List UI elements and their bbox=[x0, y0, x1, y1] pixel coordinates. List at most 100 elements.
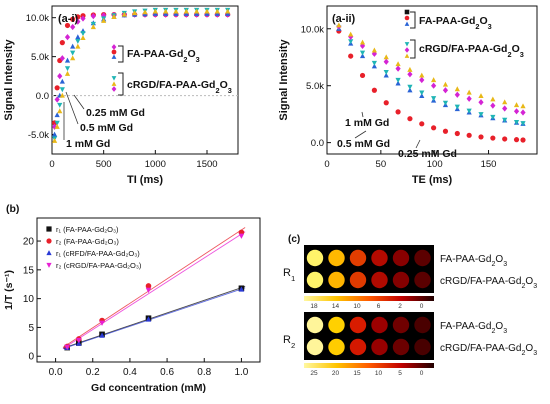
annotation-label: 0.5 mM Gd bbox=[337, 138, 390, 150]
data-point bbox=[64, 70, 71, 76]
x-axis-label: TI (ms) bbox=[127, 174, 163, 186]
label-part: 2 bbox=[522, 350, 526, 357]
phantom-well bbox=[392, 271, 410, 289]
data-point bbox=[194, 8, 200, 14]
x-tick-label: 150 bbox=[481, 159, 497, 170]
data-point bbox=[54, 120, 60, 126]
x-tick-label: 0.4 bbox=[123, 367, 137, 378]
annotation-leader bbox=[415, 139, 421, 149]
y-tick-label: -5.0k bbox=[28, 130, 49, 141]
phantom-well bbox=[328, 338, 345, 356]
legend-marker bbox=[111, 54, 117, 59]
x-tick-label: 1500 bbox=[196, 159, 217, 170]
legend-entry: r₁ (FA-PAA-Gd₂O₃) bbox=[56, 225, 119, 234]
color-scale-bar bbox=[304, 296, 434, 301]
annotation-label: 0.25 mM Gd bbox=[86, 107, 145, 119]
data-point bbox=[101, 17, 107, 23]
data-point bbox=[75, 38, 81, 44]
data-point bbox=[407, 116, 413, 122]
legend-marker bbox=[111, 81, 117, 86]
data-point bbox=[359, 50, 366, 56]
label-part: 2 bbox=[507, 50, 511, 59]
data-point bbox=[442, 87, 449, 94]
label-part: 2 bbox=[183, 55, 187, 64]
y-tick-label: 5 bbox=[28, 323, 34, 334]
label-part: 2 bbox=[492, 328, 496, 335]
phantom-well bbox=[371, 271, 388, 289]
data-point bbox=[70, 16, 76, 22]
data-point bbox=[395, 61, 401, 67]
data-point bbox=[478, 93, 484, 99]
annotation-label: 0.25 mM Gd bbox=[398, 148, 457, 160]
data-point bbox=[466, 95, 472, 102]
data-point bbox=[454, 86, 460, 92]
label-part: 2 bbox=[492, 261, 496, 268]
data-point bbox=[419, 93, 425, 99]
legend-marker bbox=[404, 15, 410, 21]
panel-a-i: 0 500 1000 1500 -5.0k 0.0 5.0k 10.0k TI (ms) Sign… bbox=[3, 5, 239, 186]
data-point bbox=[395, 77, 401, 83]
label-part: FA-PAA-Gd bbox=[127, 48, 183, 60]
color-scale-bar bbox=[304, 363, 434, 368]
data-point bbox=[383, 100, 389, 106]
scale-tick-label: 6 bbox=[377, 303, 381, 310]
data-point bbox=[54, 96, 60, 103]
scale-tick-label: 5 bbox=[398, 370, 402, 377]
data-point bbox=[371, 60, 377, 66]
plot-frame bbox=[326, 5, 538, 155]
x-axis-label: TE (ms) bbox=[412, 174, 453, 186]
data-point bbox=[383, 69, 389, 75]
data-point bbox=[225, 8, 231, 14]
data-point bbox=[359, 72, 366, 79]
phantom-well bbox=[392, 249, 410, 267]
phantom-well bbox=[306, 316, 324, 334]
scale-tick-label: 2 bbox=[398, 303, 402, 310]
y-tick-label: 5.0k bbox=[306, 81, 324, 92]
data-point bbox=[152, 8, 158, 14]
scale-tick-label: 0 bbox=[420, 303, 424, 310]
label-part: 3 bbox=[533, 350, 537, 357]
data-point bbox=[407, 84, 413, 90]
data-point bbox=[502, 117, 508, 123]
label-part: FA-PAA-Gd bbox=[419, 15, 475, 27]
x-tick-label: 100 bbox=[427, 159, 443, 170]
y-tick-label: 15 bbox=[23, 265, 35, 276]
data-point bbox=[59, 78, 65, 84]
label-part: O bbox=[525, 276, 533, 287]
data-point bbox=[75, 43, 81, 49]
x-tick-label: 0.6 bbox=[160, 367, 174, 378]
label-part: O bbox=[220, 79, 228, 91]
label-part: 3 bbox=[520, 50, 524, 59]
data-point bbox=[75, 18, 81, 25]
data-point bbox=[454, 91, 460, 98]
fit-line bbox=[62, 227, 246, 348]
fit-line bbox=[62, 286, 246, 349]
legend-entry: r₂ (FA-PAA-Gd₂O₃) bbox=[56, 237, 119, 246]
y-tick-label: 0.0 bbox=[311, 138, 324, 149]
annotation-label: 1 mM Gd bbox=[66, 138, 110, 150]
data-point bbox=[59, 40, 65, 46]
legend-marker bbox=[46, 238, 52, 244]
y-axis-label: 1/T (s⁻¹) bbox=[3, 270, 15, 310]
data-point bbox=[145, 316, 152, 322]
image-panel bbox=[304, 245, 434, 293]
data-point bbox=[395, 65, 401, 72]
label-part: O bbox=[187, 48, 195, 60]
legend-marker bbox=[111, 44, 117, 50]
label-part: FA-PAA-Gd bbox=[440, 321, 492, 332]
y-tick-label: 20 bbox=[23, 237, 35, 248]
panel-label: (a-i) bbox=[58, 13, 79, 25]
label-part: cRGD/FA-PAA-Gd bbox=[440, 343, 522, 354]
data-point bbox=[336, 22, 342, 28]
label-part: 3 bbox=[196, 55, 200, 64]
data-point bbox=[80, 31, 86, 37]
data-point bbox=[64, 34, 71, 41]
legend-entry: FA-PAA-Gd2O3 bbox=[419, 15, 492, 31]
y-tick-label: 0 bbox=[28, 352, 34, 363]
data-point bbox=[90, 13, 96, 20]
x-axis-label: Gd concentration (mM) bbox=[91, 382, 206, 394]
legend-marker bbox=[404, 42, 410, 47]
scale-tick-label: 18 bbox=[310, 303, 318, 310]
data-point bbox=[64, 66, 71, 72]
